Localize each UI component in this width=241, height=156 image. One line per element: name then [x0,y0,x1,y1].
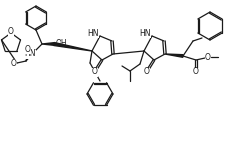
Text: HN: HN [24,49,36,58]
Text: O: O [8,27,14,36]
Text: O: O [205,53,211,61]
Text: O: O [92,68,98,76]
Text: O: O [144,68,150,76]
Text: O: O [193,68,199,76]
Text: HN: HN [139,29,151,37]
Text: HN: HN [87,29,99,37]
Text: O: O [11,58,17,68]
Polygon shape [54,43,92,51]
Text: OH: OH [55,39,67,47]
Polygon shape [165,54,183,57]
Text: O: O [25,44,31,54]
Polygon shape [42,43,54,45]
